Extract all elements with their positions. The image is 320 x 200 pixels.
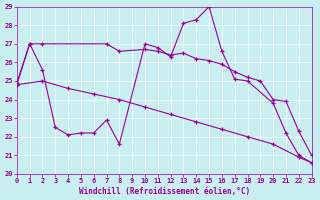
- X-axis label: Windchill (Refroidissement éolien,°C): Windchill (Refroidissement éolien,°C): [79, 187, 250, 196]
